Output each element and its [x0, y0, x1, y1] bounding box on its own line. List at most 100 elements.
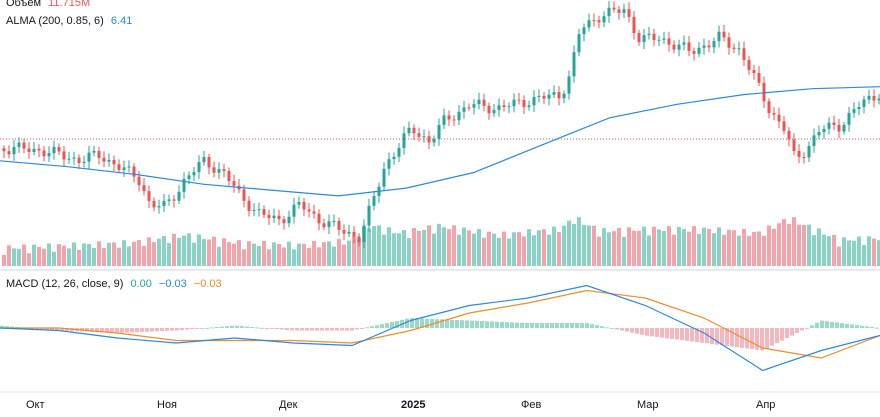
histogram-bar	[465, 320, 469, 328]
volume-bar	[172, 233, 176, 266]
volume-bar	[772, 228, 776, 266]
candle-body	[447, 115, 451, 120]
volume-bar	[422, 229, 426, 266]
candle-body	[367, 205, 371, 226]
candle-body	[42, 150, 46, 157]
histogram-bar	[520, 322, 524, 328]
volume-bar	[802, 224, 806, 266]
candle-body	[312, 211, 316, 214]
volume-bar	[37, 247, 41, 266]
volume-bars	[2, 217, 880, 266]
candle-body	[642, 35, 646, 43]
candle-body	[817, 131, 821, 136]
candle-body	[487, 105, 491, 114]
volume-bar	[307, 247, 311, 266]
histogram-bar	[480, 321, 484, 328]
histogram-bar	[330, 328, 334, 331]
volume-bar	[192, 242, 196, 266]
candle-body	[567, 76, 571, 94]
volume-bar	[312, 240, 316, 266]
candle-body	[532, 96, 536, 106]
histogram-bar	[830, 321, 834, 328]
volume-bar	[317, 247, 321, 266]
candle-body	[322, 223, 326, 228]
histogram-bar	[295, 328, 299, 331]
volume-bar	[572, 224, 576, 266]
candle-body	[757, 72, 761, 83]
histogram-bar	[545, 323, 549, 328]
volume-bar	[132, 241, 136, 266]
histogram-bar	[670, 328, 674, 339]
candle-body	[222, 169, 226, 172]
candle-body	[522, 100, 526, 108]
volume-bar	[722, 234, 726, 266]
volume-bar	[612, 231, 616, 266]
alma-legend[interactable]: ALMA (200, 0.85, 6) 6.41	[6, 15, 136, 27]
histogram-bar	[475, 320, 479, 328]
histogram-bar	[530, 323, 534, 328]
candle-body	[622, 9, 626, 13]
candle-body	[572, 52, 576, 77]
histogram-bar	[160, 328, 164, 332]
candle-body	[102, 157, 106, 162]
volume-bar	[467, 230, 471, 266]
volume-bar	[287, 241, 291, 266]
volume-bar	[637, 230, 641, 266]
candle-body	[792, 139, 796, 151]
histogram-bar	[615, 328, 619, 330]
candle-body	[672, 44, 676, 50]
candle-body	[337, 220, 341, 230]
candle-body	[497, 105, 501, 110]
candle-body	[707, 45, 711, 48]
histogram-bar	[275, 328, 279, 330]
histogram-bar	[850, 324, 854, 328]
x-tick-label: Фев	[521, 399, 541, 411]
histogram-bar	[55, 328, 59, 331]
histogram-bar	[755, 328, 759, 350]
volume-bar	[817, 228, 821, 266]
histogram-bar	[725, 328, 729, 346]
candle-body	[402, 133, 406, 148]
candle-body	[317, 213, 321, 224]
histogram-bar	[135, 328, 139, 333]
candle-body	[217, 169, 221, 173]
time-axis[interactable]: Окт Ноя Дек 2025 Фев Мар Апр	[26, 399, 775, 411]
candle-body	[112, 159, 116, 165]
volume-legend[interactable]: Объём 11.715M	[6, 0, 94, 9]
histogram-bar	[365, 327, 369, 329]
volume-bar	[277, 243, 281, 266]
candle-body	[202, 157, 206, 163]
candle-body	[197, 162, 201, 173]
candle-body	[7, 151, 11, 155]
candle-body	[27, 148, 31, 153]
volume-bar	[707, 228, 711, 266]
volume-bar	[557, 232, 561, 266]
volume-bar	[492, 233, 496, 266]
histogram-bar	[140, 328, 144, 332]
volume-bar	[792, 217, 796, 266]
histogram-bar	[300, 328, 304, 331]
candle-body	[557, 92, 561, 99]
histogram-bar	[5, 326, 9, 328]
volume-bar	[837, 246, 841, 266]
candle-body	[147, 191, 151, 201]
volume-bar	[297, 243, 301, 266]
volume-bar	[332, 246, 336, 266]
volume-bar	[777, 223, 781, 266]
volume-bar	[702, 227, 706, 266]
histogram-bar	[380, 324, 384, 328]
volume-bar	[852, 240, 856, 266]
histogram-bar	[305, 328, 309, 331]
histogram-bar	[540, 323, 544, 328]
volume-bar	[657, 229, 661, 266]
volume-bar	[582, 224, 586, 266]
candle-body	[517, 99, 521, 101]
candle-body	[537, 95, 541, 97]
volume-bar	[652, 226, 656, 266]
volume-bar	[182, 235, 186, 266]
histogram-bar	[185, 328, 189, 330]
volume-bar	[587, 225, 591, 266]
macd-legend[interactable]: MACD (12, 26, close, 9) 0.00 −0.03 −0.03	[6, 278, 226, 290]
candle-body	[647, 33, 651, 36]
